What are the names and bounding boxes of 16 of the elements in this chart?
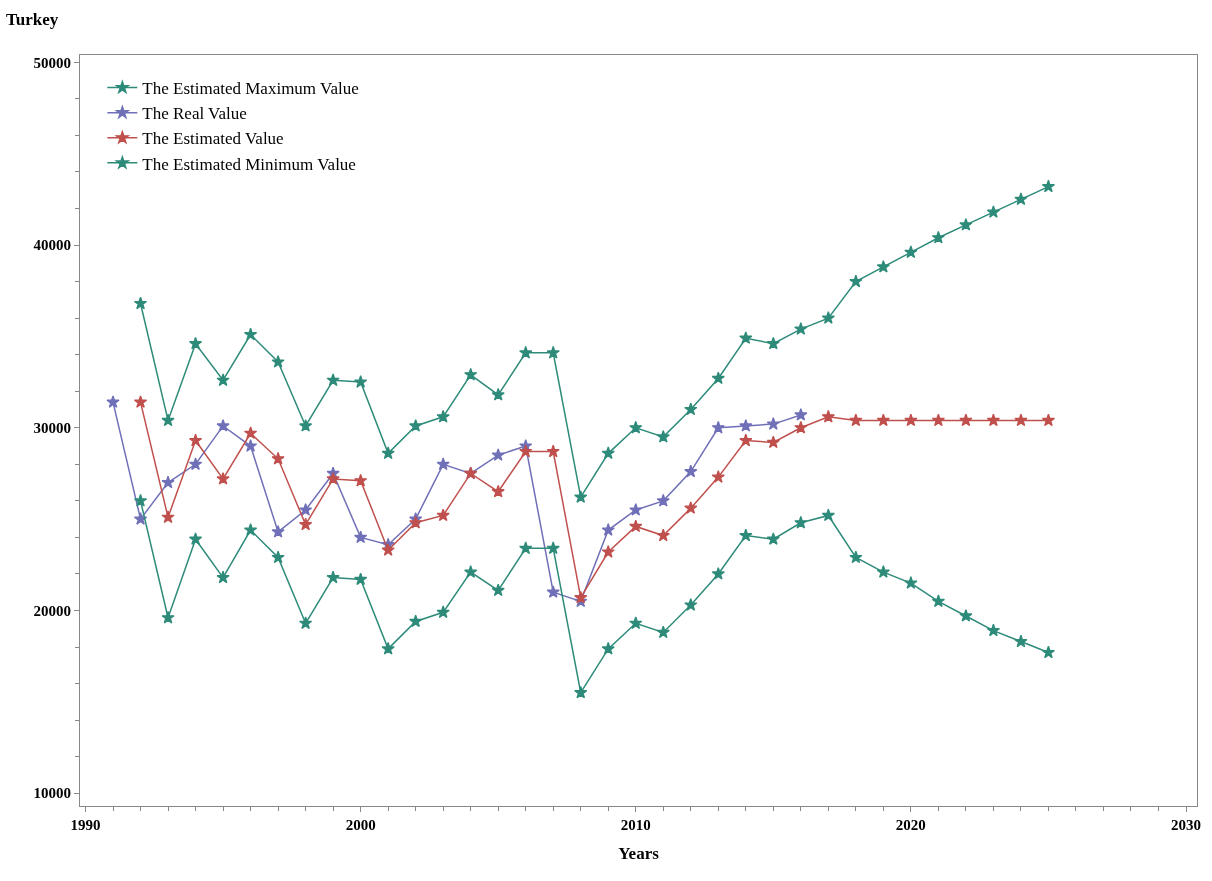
x-axis-title: Years (618, 844, 660, 864)
legend-label: The Estimated Minimum Value (142, 154, 356, 174)
legend-label: The Estimated Value (142, 129, 284, 149)
chart-title: Turkey (6, 10, 59, 30)
x-tick-label: 1990 (70, 817, 101, 833)
y-tick-label: 30000 (33, 420, 71, 437)
x-tick-label: 2010 (620, 817, 651, 833)
y-tick-label: 10000 (33, 785, 71, 802)
x-tick-label: 2030 (1171, 817, 1201, 833)
x-tick-label: 2020 (895, 817, 926, 833)
y-tick-label: 20000 (33, 602, 71, 619)
x-tick-label: 2000 (345, 817, 376, 833)
legend-label: The Estimated Maximum Value (142, 79, 359, 99)
y-tick-label: 50000 (33, 54, 71, 71)
legend-label: The Real Value (142, 104, 247, 124)
y-tick-label: 40000 (33, 237, 71, 254)
